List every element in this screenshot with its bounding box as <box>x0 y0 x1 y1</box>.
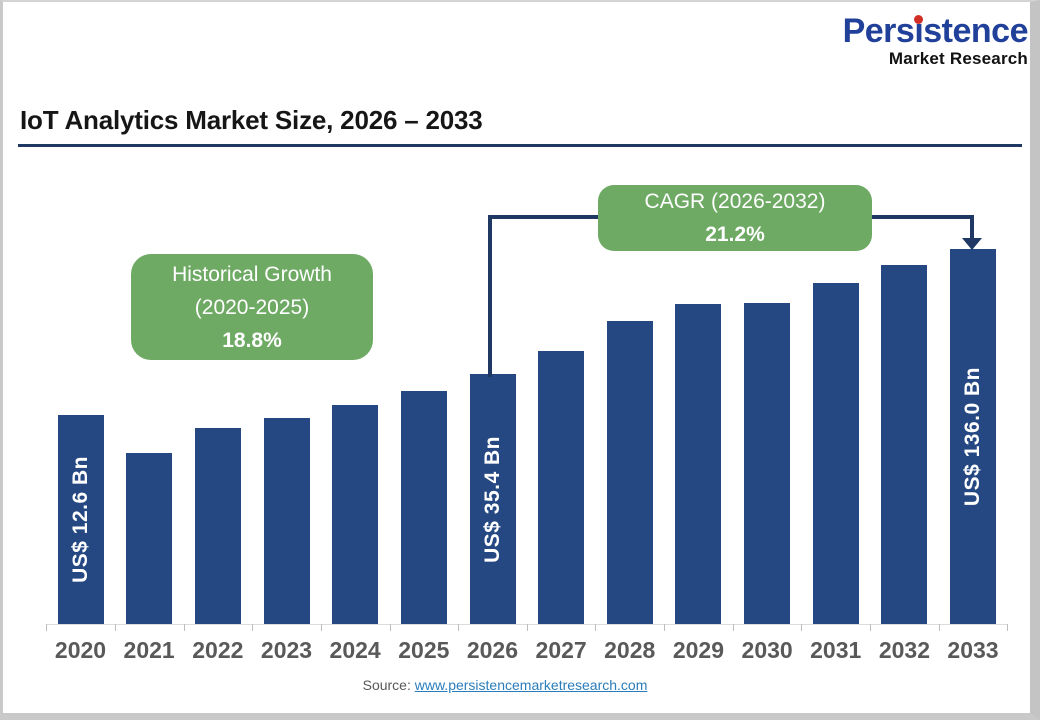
x-axis-tick <box>183 624 185 631</box>
x-tick-label-2021: 2021 <box>123 637 175 663</box>
source-link[interactable]: www.persistencemarketresearch.com <box>414 677 648 693</box>
bar-2031 <box>812 283 859 624</box>
source-prefix: Source: <box>362 677 415 693</box>
cagr-arrowhead-icon <box>962 238 982 250</box>
x-axis-tick <box>46 624 48 631</box>
brand-tagline: Market Research <box>888 49 1028 68</box>
bar-2028 <box>606 321 653 624</box>
historical-growth-line1: Historical Growth <box>172 262 332 286</box>
cagr-line1: CAGR (2026-2032) <box>644 190 826 213</box>
page-title: IoT Analytics Market Size, 2026 – 2033 <box>20 105 483 135</box>
brand-name: Persistence <box>842 12 1029 50</box>
cagr-value: 21.2% <box>705 223 765 246</box>
bar-value-label-2033: US$ 136.0 Bn <box>961 366 985 507</box>
cagr-callout: CAGR (2026-2032) 21.2% <box>598 185 872 251</box>
x-tick-label-2025: 2025 <box>398 637 450 663</box>
bar-2023 <box>263 418 310 624</box>
x-tick-label-2030: 2030 <box>741 637 793 663</box>
source-line: Source: www.persistencemarketresearch.co… <box>3 677 1010 693</box>
x-tick-label-2022: 2022 <box>192 637 244 663</box>
bar-2029 <box>675 304 722 624</box>
x-axis-tick <box>595 624 597 631</box>
x-axis-tick <box>114 624 116 631</box>
x-tick-label-2029: 2029 <box>672 637 724 663</box>
historical-growth-value: 18.8% <box>222 328 282 352</box>
x-tick-label-2031: 2031 <box>810 637 862 663</box>
bar-2026: US$ 35.4 Bn <box>469 374 516 624</box>
bar-2030 <box>744 303 791 624</box>
x-axis-tick <box>389 624 391 631</box>
x-axis-tick <box>664 624 666 631</box>
x-tick-label-2026: 2026 <box>466 637 518 663</box>
x-axis-tick <box>458 624 460 631</box>
x-axis-tick <box>732 624 734 631</box>
bar-2020: US$ 12.6 Bn <box>57 415 104 624</box>
bar-2025 <box>400 391 447 624</box>
cagr-arrow-vertical-from-2026 <box>488 215 492 377</box>
x-axis-tick <box>938 624 940 631</box>
x-tick-label-2027: 2027 <box>535 637 587 663</box>
bar-2021 <box>126 453 173 624</box>
title-underline <box>18 144 1022 147</box>
logo-i-dot-icon <box>913 15 923 24</box>
x-axis-tick <box>252 624 254 631</box>
bar-value-label-2026: US$ 35.4 Bn <box>480 435 504 563</box>
cagr-arrow-vertical-to-2033 <box>970 219 974 239</box>
x-tick-label-2023: 2023 <box>260 637 313 663</box>
x-axis-tick <box>1007 624 1009 631</box>
bar-value-label-2020: US$ 12.6 Bn <box>68 456 92 583</box>
bar-2033: US$ 136.0 Bn <box>950 249 997 624</box>
historical-growth-line2: (2020-2025) <box>194 295 310 319</box>
x-tick-label-2020: 2020 <box>54 637 107 663</box>
bar-2022 <box>194 428 241 624</box>
brand-logo: Persistence Market Research <box>842 12 1029 69</box>
brand-name-text: Persistence <box>842 12 1029 50</box>
x-tick-label-2033: 2033 <box>947 637 999 663</box>
x-tick-label-2032: 2032 <box>878 637 930 663</box>
bar-2032 <box>881 265 928 624</box>
x-axis-tick <box>526 624 528 631</box>
x-tick-label-2028: 2028 <box>604 637 656 663</box>
x-axis-tick <box>801 624 803 631</box>
x-axis-tick <box>320 624 322 631</box>
x-tick-label-2024: 2024 <box>329 637 381 663</box>
x-axis-line <box>46 624 1008 625</box>
bar-2024 <box>332 405 379 624</box>
historical-growth-callout: Historical Growth (2020-2025) 18.8% <box>131 254 373 360</box>
x-axis-tick <box>870 624 872 631</box>
bar-2027 <box>538 351 585 624</box>
